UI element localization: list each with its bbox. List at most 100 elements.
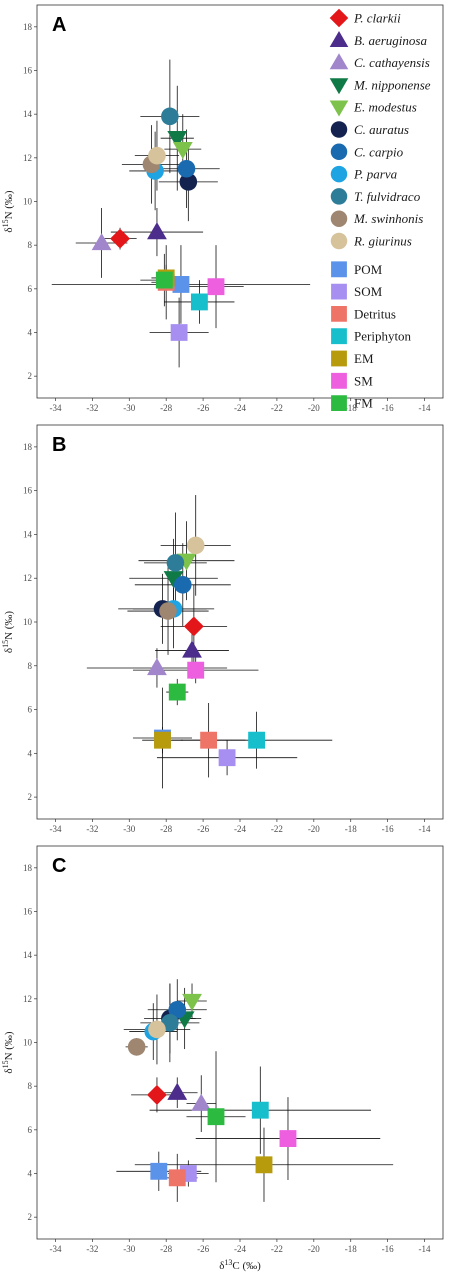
legend-label-sm: SM bbox=[354, 373, 373, 388]
y-axis-title: δ15N (‰) bbox=[1, 190, 15, 233]
legend-label-p-clarkii: P. clarkii bbox=[353, 11, 401, 26]
legend-label-p-parva: P. parva bbox=[353, 167, 398, 182]
x-tick-label: -32 bbox=[86, 403, 98, 413]
y-tick-label: 8 bbox=[28, 661, 33, 671]
y-tick-label: 12 bbox=[23, 994, 32, 1004]
legend-label-c-auratus: C. auratus bbox=[354, 122, 409, 137]
point-em bbox=[255, 1156, 273, 1174]
legend-marker-e-modestus bbox=[329, 100, 349, 117]
point-b-aeruginosa bbox=[147, 222, 167, 240]
panel-letter: B bbox=[52, 434, 66, 456]
point-periphyton bbox=[248, 731, 266, 749]
x-tick-label: -20 bbox=[308, 1244, 320, 1254]
point-m-swinhonis bbox=[159, 602, 177, 620]
x-tick-label: -24 bbox=[234, 824, 246, 834]
x-tick-label: -22 bbox=[271, 824, 283, 834]
point-fm bbox=[155, 271, 173, 289]
point-detritus bbox=[200, 731, 218, 749]
x-tick-label: -28 bbox=[160, 1244, 172, 1254]
x-tick-label: -18 bbox=[345, 824, 357, 834]
x-tick-label: -30 bbox=[123, 403, 135, 413]
x-tick-label: -24 bbox=[234, 403, 246, 413]
legend-label-c-carpio: C. carpio bbox=[354, 144, 404, 159]
point-t-fulvidraco bbox=[161, 107, 179, 126]
y-tick-label: 8 bbox=[28, 240, 33, 250]
point-sm bbox=[279, 1130, 297, 1147]
plot-frame bbox=[36, 4, 444, 399]
panel-letter: C bbox=[52, 855, 66, 877]
y-tick-label: 4 bbox=[28, 328, 33, 338]
legend-marker-c-cathayensis bbox=[329, 53, 349, 70]
y-tick-label: 14 bbox=[23, 950, 33, 960]
y-tick-label: 18 bbox=[23, 442, 33, 452]
legend-marker-periphyton bbox=[331, 328, 347, 345]
legend-marker-detritus bbox=[331, 305, 347, 322]
point-m-nipponense bbox=[167, 131, 188, 149]
y-tick-label: 16 bbox=[23, 486, 33, 496]
legend-label-c-cathayensis: C. cathayensis bbox=[354, 55, 430, 70]
x-tick-label: -30 bbox=[123, 824, 135, 834]
point-r-giurinus bbox=[148, 146, 166, 165]
point-b-aeruginosa bbox=[167, 1082, 188, 1100]
panel-a: -34 -32 -30 -28 -26 -24 -22 -20 -18 -16 -14 2 4 6 8 10 1… bbox=[23, 4, 444, 413]
x-tick-label: -16 bbox=[382, 1244, 394, 1254]
x-tick-label: -18 bbox=[345, 1244, 357, 1254]
legend-label-pom: POM bbox=[354, 262, 383, 277]
y-tick-label: 18 bbox=[23, 863, 33, 873]
point-c-cathayensis bbox=[191, 1093, 212, 1111]
point-r-giurinus bbox=[186, 536, 205, 555]
x-tick-label: -26 bbox=[197, 403, 209, 413]
x-tick-label: -16 bbox=[382, 824, 394, 834]
legend-label-som: SOM bbox=[354, 284, 383, 299]
legend-marker-som bbox=[331, 283, 347, 300]
point-em bbox=[154, 731, 171, 749]
legend-marker-pom bbox=[331, 261, 347, 278]
point-fm bbox=[168, 683, 186, 701]
x-tick-label: -28 bbox=[160, 403, 172, 413]
panel-b: -34 -32 -30 -28 -26 -24 -22 -20 -18 -16 -14 2 4 6 8 10 1… bbox=[23, 424, 444, 834]
point-e-modestus bbox=[172, 141, 193, 160]
y-tick-label: 2 bbox=[28, 792, 33, 802]
point-m-swinhonis bbox=[127, 1038, 146, 1056]
point-c-cathayensis bbox=[91, 233, 112, 251]
x-tick-label: -24 bbox=[234, 1244, 246, 1254]
x-tick-label: -22 bbox=[271, 1244, 283, 1254]
plot-frame bbox=[36, 424, 444, 820]
legend-marker-t-fulvidraco bbox=[330, 188, 348, 205]
point-detritus bbox=[168, 1169, 186, 1187]
y-tick-label: 12 bbox=[23, 573, 32, 583]
y-tick-label: 2 bbox=[28, 1212, 33, 1222]
y-tick-label: 4 bbox=[28, 1169, 33, 1179]
legend-label-b-aeruginosa: B. aeruginosa bbox=[354, 33, 427, 48]
legend-label-r-giurinus: R. giurinus bbox=[353, 234, 412, 249]
point-c-carpio bbox=[173, 575, 192, 594]
point-sm bbox=[187, 661, 205, 679]
y-tick-label: 14 bbox=[23, 529, 33, 539]
x-tick-label: -32 bbox=[86, 1244, 98, 1254]
y-tick-label: 10 bbox=[23, 197, 33, 207]
legend-marker-m-swinhonis bbox=[330, 210, 348, 227]
x-tick-label: -34 bbox=[49, 403, 61, 413]
legend-marker-fm bbox=[331, 395, 347, 412]
point-pom bbox=[172, 276, 190, 293]
legend-label-periphyton: Periphyton bbox=[354, 329, 412, 344]
point-b-aeruginosa bbox=[182, 640, 202, 658]
point-som bbox=[218, 749, 236, 767]
legend-marker-em bbox=[331, 350, 347, 367]
legend-marker-b-aeruginosa bbox=[329, 31, 349, 47]
y-tick-label: 8 bbox=[28, 1081, 33, 1091]
x-tick-label: -26 bbox=[197, 824, 209, 834]
legend-label-detritus: Detritus bbox=[354, 306, 396, 321]
legend-label-m-swinhonis: M. swinhonis bbox=[353, 211, 423, 226]
y-tick-label: 10 bbox=[23, 1038, 33, 1048]
point-p-clarkii bbox=[183, 616, 204, 637]
point-periphyton bbox=[190, 293, 208, 311]
y-tick-label: 12 bbox=[23, 153, 32, 163]
x-tick-label: -32 bbox=[86, 824, 98, 834]
y-tick-label: 18 bbox=[23, 22, 33, 32]
x-tick-label: -28 bbox=[160, 824, 172, 834]
legend: P. clarkii B. aeruginosa C. cathayensis M. … bbox=[329, 8, 431, 412]
point-r-giurinus bbox=[148, 1020, 166, 1039]
x-tick-label: -20 bbox=[308, 824, 320, 834]
